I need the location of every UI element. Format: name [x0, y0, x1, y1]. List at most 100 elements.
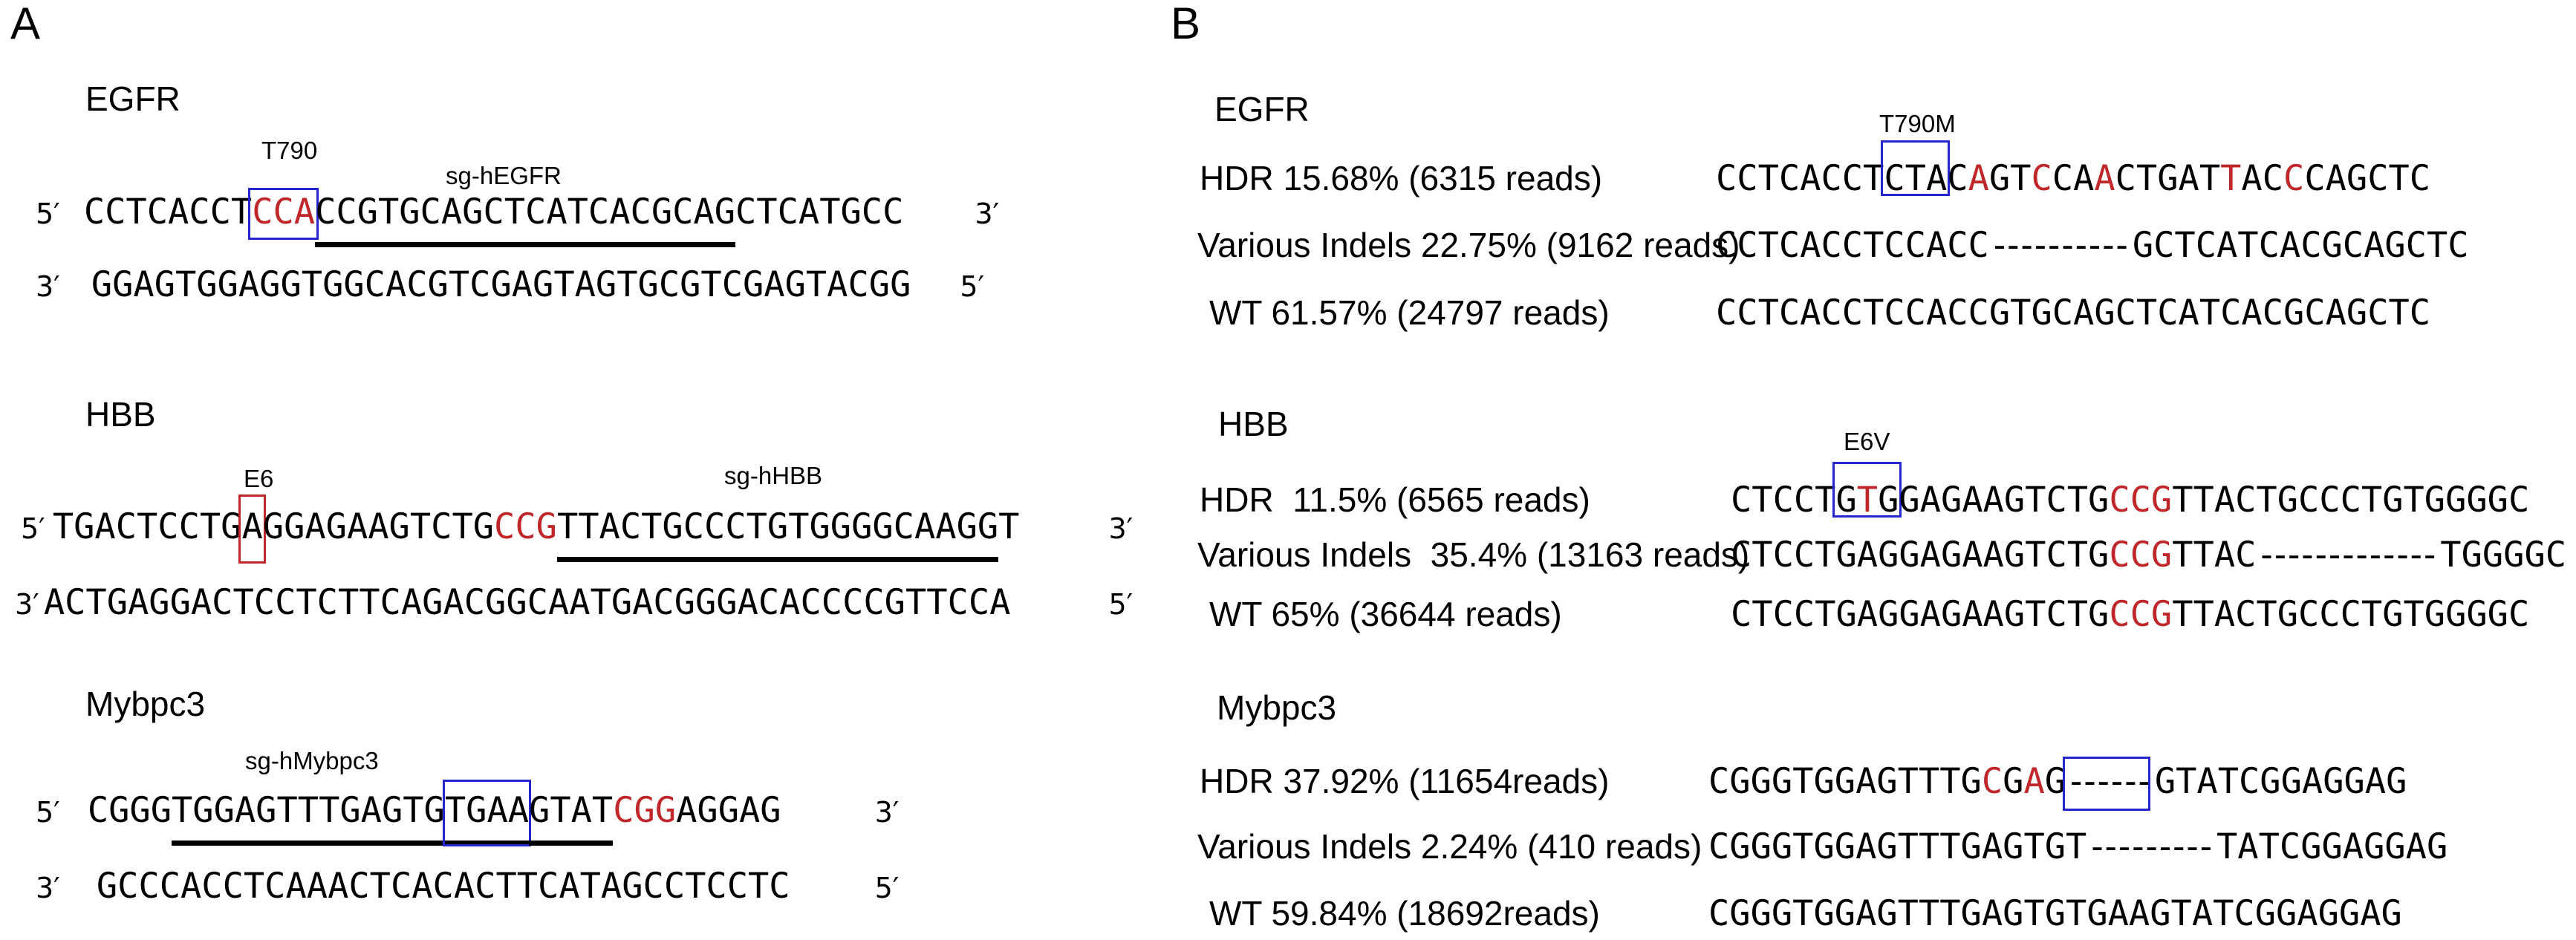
sequence-segment: CTCCTGAGGAGAAGTCTG — [1731, 594, 2110, 635]
hbb-wt-label: WT 65% (36644 reads) — [1209, 595, 1562, 633]
sequence-segment: GCCCACCTCAAACTCACACTTCATAGCCTCCTC — [96, 866, 790, 907]
sequence-segment: CGGG — [87, 790, 172, 831]
sequence-segment: CTCATGCC — [735, 192, 904, 232]
sequence-segment: CCTCACCTCCACC — [1716, 225, 1989, 266]
sequence-segment: A — [1968, 158, 1989, 199]
hbb-bottom-sequence: ACTGAGGACTCCTCTTCAGACGGCAATGACGGGACACCCC… — [44, 582, 1011, 623]
deletion-codon-box: TGAA — [444, 790, 530, 846]
mybpc3-wt-sequence: CGGGTGGAGTTTGAGTGTGAAGTATCGGAGGAG — [1708, 896, 2402, 931]
pam: CGG — [613, 790, 677, 831]
hbb-top-sequence: TGACTCCTGAGGAGAAGTCTGCCGTTACTGCCCTGTGGGG… — [53, 506, 1020, 562]
egfr-indels-read: CCTCACCTCCACC---------- GCTCATCACGCAGCTC — [1716, 225, 2469, 266]
sg-hegfr-target: CCGTGCAGCTCATCACGCAG — [315, 192, 736, 247]
t790-codon-box: CCA — [252, 192, 316, 232]
sg-label-hhbb: sg-hHBB — [724, 462, 823, 489]
egfr-hdr-read: CCTCACCTCTACAGTCCAACTGATTACCCAGCTC — [1716, 158, 2430, 199]
strand-end-5prime: 5′ — [36, 796, 60, 829]
hbb-hdr-sequence: CTCCTGTGGAGAAGTCTGCCGTTACTGCCCTGTGGGGC — [1731, 483, 2529, 518]
strand-end-3prime: 3′ — [36, 872, 60, 904]
sequence-segment: C — [1981, 761, 2003, 802]
sequence-segment: GCTCATCACGCAGCTC — [2132, 225, 2469, 266]
sequence-segment: AC — [2241, 158, 2284, 199]
mybpc3-bottom-strand: 3′ GCCCACCTCAAACTCACACTTCATAGCCTCCTC 5′ — [36, 869, 899, 904]
hbb-bottom-strand: 3′ ACTGAGGACTCCTCTTCAGACGGCAATGACGGGACACC… — [15, 585, 1133, 620]
egfr-top-sequence: CCTCACCTCCACCGTGCAGCTCATCACGCAGCTCATGCC — [83, 192, 904, 247]
sg-label-hmybpc3: sg-hMybpc3 — [245, 747, 379, 774]
strand-end-3prime: 3′ — [36, 270, 60, 303]
sequence-segment: TTAC — [2172, 535, 2257, 575]
sequence-segment: GAGAAGTCTG — [1899, 480, 2110, 520]
strand-end-5prime: 5′ — [960, 270, 985, 303]
hbb-hdr-label: HDR 11.5% (6565 reads) — [1200, 480, 1590, 519]
sequence-segment: CTCCT — [1731, 480, 1836, 520]
sequence-segment: A — [2094, 158, 2115, 199]
mybpc3-hdr-sequence: CGGGTGGAGTTTGCGAG------ GTATCGGAGGAG — [1708, 764, 2407, 799]
deletion-dashes: --------- — [2087, 826, 2216, 867]
sequence-segment: T — [1856, 480, 1879, 520]
strand-end-3prime: 3′ — [1108, 512, 1133, 545]
sequence-segment: GGAGTGGAGGTGGCACGTCGAGTAGTGCGTCGAGTACGG — [91, 264, 911, 305]
mybpc3-hdr-read: CGGGTGGAGTTTGCGAG------ GTATCGGAGGAG — [1708, 761, 2407, 802]
pam: CCG — [2109, 535, 2173, 575]
panel-a-label: A — [10, 0, 41, 48]
mybpc3-indels-read: CGGGTGGAGTTTGAGTGT--------- TATCGGAGGAG — [1708, 826, 2447, 867]
sequence-segment: CCTCACCT — [83, 192, 253, 232]
deletion-box: ------ — [2066, 761, 2155, 802]
sg-hmybpc3-target: TGGAGTTTGAGTG — [172, 790, 445, 846]
sequence-segment: CGGGTGGAGTTTG — [1708, 761, 1982, 802]
mybpc3-indels-sequence: CGGGTGGAGTTTGAGTGT--------- TATCGGAGGAG — [1708, 829, 2447, 864]
panel-b-label: B — [1171, 0, 1201, 48]
codon-label-e6v: E6V — [1844, 428, 1890, 455]
gene-name-hbb-b: HBB — [1218, 405, 1289, 443]
gene-name-hbb-a: HBB — [85, 395, 156, 434]
sequence-segment: A — [2023, 761, 2045, 802]
gene-name-egfr-b: EGFR — [1214, 90, 1310, 128]
codon-label-t790m: T790M — [1879, 110, 1956, 137]
sequence-segment: GTATCGGAGGAG — [2154, 761, 2407, 802]
sequence-segment: G — [2044, 761, 2066, 802]
gene-name-mybpc3-a: Mybpc3 — [85, 685, 206, 723]
pam: CCG — [2109, 480, 2173, 520]
sequence-segment: C — [2031, 158, 2052, 199]
sequence-segment: CAGCTC — [2304, 158, 2431, 199]
egfr-wt-read: CCTCACCTCCACCGTGCAGCTCATCACGCAGCTC — [1716, 293, 2430, 333]
egfr-hdr-sequence: CCTCACCTCTACAGTCCAACTGATTACCCAGCTC — [1716, 161, 2430, 196]
codon-label-e6: E6 — [244, 465, 274, 492]
sequence-segment: CCTCACCTCCACCGTGCAGCTCATCACGCAGCTC — [1716, 293, 2431, 333]
sequence-segment: GT — [1988, 158, 2032, 199]
sequence-segment: CCTCACCT — [1716, 158, 1884, 199]
egfr-bottom-strand: 3′ GGAGTGGAGGTGGCACGTCGAGTAGTGCGTCGAGTACG… — [36, 267, 984, 302]
strand-end-5prime: 5′ — [21, 512, 45, 545]
strand-end-3prime: 3′ — [15, 588, 39, 621]
mybpc3-indels-label: Various Indels 2.24% (410 reads) — [1197, 827, 1702, 866]
mybpc3-wt-label: WT 59.84% (18692reads) — [1209, 894, 1600, 933]
sequence-segment: AGGAG — [676, 790, 781, 831]
hbb-wt-sequence: CTCCTGAGGAGAAGTCTGCCGTTACTGCCCTGTGGGGC — [1731, 597, 2529, 632]
sequence-segment: T — [998, 506, 1020, 547]
egfr-indels-sequence: CCTCACCTCCACC---------- GCTCATCACGCAGCTC — [1716, 228, 2469, 263]
strand-end-5prime: 5′ — [874, 872, 900, 904]
deletion-dashes: ---------- — [1988, 225, 2133, 266]
pam: CCG — [2109, 594, 2173, 635]
gene-name-egfr-a: EGFR — [85, 79, 180, 118]
hbb-indels-read: CTCCTGAGGAGAAGTCTGCCGTTAC------------- TG… — [1731, 535, 2566, 575]
sequence-segment: TTACTGCCCTGTGGGGC — [2172, 594, 2530, 635]
sequence-segment: CTCCTGAGGAGAAGTCTG — [1731, 535, 2110, 575]
mybpc3-wt-read: CGGGTGGAGTTTGAGTGTGAAGTATCGGAGGAG — [1708, 893, 2402, 934]
sequence-segment: TATCGGAGGAG — [2216, 826, 2448, 867]
sequence-segment: C — [1947, 158, 1968, 199]
hbb-top-strand: 5′ TGACTCCTGAGGAGAAGTCTGCCGTTACTGCCCTGTGG… — [21, 506, 1133, 562]
hbb-hdr-read: CTCCTGTGGAGAAGTCTGCCGTTACTGCCCTGTGGGGC — [1731, 480, 2529, 520]
strand-end-5prime: 5′ — [36, 198, 60, 230]
e6-base-box: A — [241, 506, 263, 547]
mybpc3-top-strand: 5′ CGGGTGGAGTTTGAGTGTGAAGTATCGGAGGAG 3′ — [36, 790, 899, 846]
sequence-segment: CGGGTGGAGTTTGAGTGTGAAGTATCGGAGGAG — [1708, 893, 2402, 934]
sequence-segment: G — [1878, 480, 1899, 520]
sequence-segment: C — [2283, 158, 2305, 199]
pam: CCG — [494, 506, 557, 547]
egfr-wt-sequence: CCTCACCTCCACCGTGCAGCTCATCACGCAGCTC — [1716, 296, 2430, 330]
egfr-hdr-label: HDR 15.68% (6315 reads) — [1200, 159, 1603, 198]
sequence-segment: GTAT — [529, 790, 614, 846]
mybpc3-top-sequence: CGGGTGGAGTTTGAGTGTGAAGTATCGGAGGAG — [88, 790, 781, 846]
